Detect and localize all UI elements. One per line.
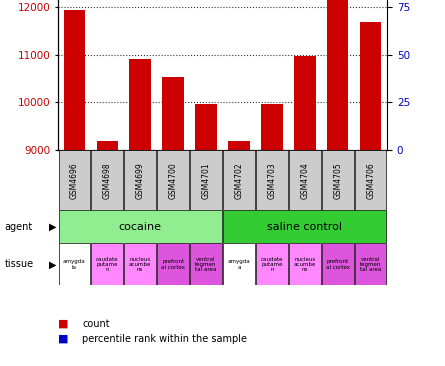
Text: ■: ■ <box>58 319 69 329</box>
Bar <box>228 142 250 150</box>
Text: nucleus
acumbe
ns: nucleus acumbe ns <box>294 257 316 272</box>
Bar <box>355 243 387 285</box>
Text: ▶: ▶ <box>49 259 57 269</box>
Bar <box>261 104 283 150</box>
Text: tissue: tissue <box>4 259 33 269</box>
Bar <box>157 150 189 210</box>
Bar <box>129 59 151 150</box>
Bar <box>223 243 255 285</box>
Bar <box>289 150 321 210</box>
Bar <box>58 210 222 243</box>
Text: GSM4700: GSM4700 <box>169 162 178 199</box>
Bar <box>223 150 255 210</box>
Text: nucleus
acumbe
ns: nucleus acumbe ns <box>129 257 151 272</box>
Text: GSM4705: GSM4705 <box>333 162 342 199</box>
Bar <box>124 150 156 210</box>
Text: GSM4704: GSM4704 <box>300 162 309 199</box>
Bar <box>322 150 354 210</box>
Bar <box>355 150 387 210</box>
Text: GSM4706: GSM4706 <box>366 162 375 199</box>
Bar <box>360 22 381 150</box>
Text: amygda
a: amygda a <box>227 259 251 270</box>
Bar <box>190 243 222 285</box>
Text: caudate
putame
n: caudate putame n <box>261 257 283 272</box>
Bar <box>91 150 123 210</box>
Text: GSM4696: GSM4696 <box>70 162 79 199</box>
Bar <box>327 0 348 150</box>
Text: percentile rank within the sample: percentile rank within the sample <box>82 333 247 344</box>
Bar <box>223 210 387 243</box>
Text: ▶: ▶ <box>49 222 57 232</box>
Text: GSM4702: GSM4702 <box>235 162 243 199</box>
Text: ventral
tegmen
tal area: ventral tegmen tal area <box>195 257 217 272</box>
Text: GSM4698: GSM4698 <box>103 162 112 199</box>
Bar <box>124 243 156 285</box>
Bar <box>157 243 189 285</box>
Bar <box>64 10 85 150</box>
Bar <box>162 77 184 150</box>
Bar <box>322 243 354 285</box>
Bar <box>91 243 123 285</box>
Bar <box>256 243 288 285</box>
Text: ■: ■ <box>58 333 69 344</box>
Text: GSM4703: GSM4703 <box>267 162 276 199</box>
Bar <box>97 142 118 150</box>
Bar <box>256 150 288 210</box>
Text: count: count <box>82 319 110 329</box>
Text: saline control: saline control <box>267 222 342 232</box>
Bar <box>58 243 90 285</box>
Text: agent: agent <box>4 222 32 232</box>
Bar <box>294 56 316 150</box>
Text: prefront
al cortex: prefront al cortex <box>161 259 185 270</box>
Text: amygda
la: amygda la <box>63 259 86 270</box>
Bar <box>195 104 217 150</box>
Text: GSM4699: GSM4699 <box>136 162 145 199</box>
Text: prefront
al cortex: prefront al cortex <box>326 259 350 270</box>
Bar <box>289 243 321 285</box>
Text: caudate
putame
n: caudate putame n <box>96 257 118 272</box>
Text: cocaine: cocaine <box>119 222 162 232</box>
Text: GSM4701: GSM4701 <box>202 162 210 199</box>
Bar <box>190 150 222 210</box>
Bar <box>58 150 90 210</box>
Text: ventral
tegmen
tal area: ventral tegmen tal area <box>360 257 381 272</box>
